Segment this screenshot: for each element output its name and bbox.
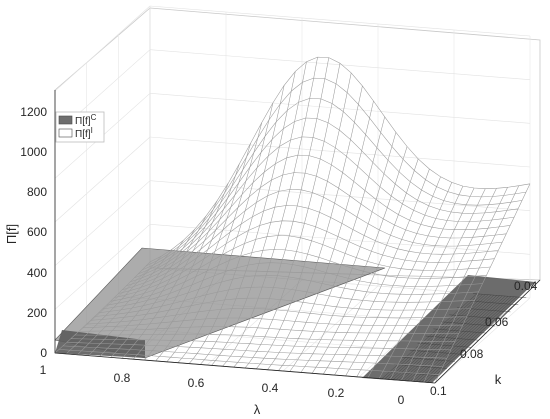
back-pane-right	[149, 7, 541, 281]
surface-mesh-line	[356, 182, 453, 377]
k-tick-label: 0.04	[514, 279, 538, 293]
surface-mesh-line	[233, 57, 330, 368]
legend-entry-i: Π[f]I	[75, 126, 93, 140]
z-tick-label: 200	[27, 306, 47, 320]
surface-mesh-line	[144, 163, 240, 361]
k-tick-label: 0.06	[485, 315, 509, 329]
z-gridline	[54, 224, 151, 310]
surface-mesh-line	[155, 143, 251, 362]
legend: Π[f]C Π[f]I	[55, 111, 105, 143]
z-tick-label: 800	[27, 185, 47, 199]
z-tick-label: 1000	[20, 145, 47, 159]
lambda-tick-label: 0.6	[188, 376, 205, 390]
surface-mesh-line	[311, 146, 408, 374]
surface-mesh-line	[99, 229, 195, 357]
surface-mesh-line	[121, 200, 218, 359]
surface-mesh-line	[132, 183, 229, 360]
surface-mesh-line	[412, 187, 508, 382]
z-gridline	[54, 136, 151, 223]
z-tick-label: 600	[27, 225, 47, 239]
surface-mesh-line	[390, 188, 486, 380]
surface-mesh-line	[222, 57, 318, 367]
z-gridline	[149, 180, 531, 211]
surface-mesh-line	[300, 132, 397, 373]
surface-mesh-line	[244, 63, 341, 369]
k-axis-line	[434, 279, 541, 384]
k-tick-labels: 0.04 0.06 0.08 0.1	[430, 279, 538, 398]
lambda-tick-label: 0.8	[114, 371, 131, 385]
surface-mesh-line	[289, 116, 385, 372]
floor-mesh-line	[472, 293, 527, 298]
lambda-tick-label: 0.2	[328, 386, 345, 400]
lambda-tick-labels: 1 0.8 0.6 0.4 0.2 0	[40, 363, 405, 407]
surface-mesh-line	[166, 122, 263, 362]
surface-mesh-line	[54, 261, 151, 354]
floor-mesh-line	[449, 314, 503, 320]
legend-swatch-i	[58, 128, 73, 138]
floor-mesh-line	[425, 335, 479, 341]
k-tick-label: 0.1	[430, 384, 447, 398]
lambda-axis-label: λ	[254, 402, 261, 417]
surface-mesh-line	[345, 176, 441, 377]
z-tick-label: 1200	[20, 105, 47, 119]
surface-mesh-line	[322, 158, 419, 375]
surface-mesh-line	[423, 185, 520, 383]
floor-mesh-line	[393, 364, 448, 369]
surface-mesh-line	[267, 85, 363, 370]
lambda-tick-label: 1	[40, 363, 47, 377]
legend-entry-c-base: Π[f]	[75, 116, 91, 127]
surface-mesh-line	[378, 187, 475, 379]
surface-mesh-line	[110, 216, 207, 358]
surface-mesh-line	[211, 61, 307, 366]
floor-mesh-line	[417, 342, 471, 348]
surface-mesh-line	[200, 71, 296, 365]
z-gridline	[54, 180, 151, 266]
z-gridline	[54, 5, 151, 92]
z-gridline	[149, 5, 531, 37]
legend-entry-i-sup: I	[91, 126, 93, 135]
floor-mesh-line	[441, 321, 495, 327]
z-tick-labels: 0 200 400 600 800 1000 1200	[20, 105, 47, 360]
z-tick-label: 0	[40, 346, 47, 360]
lambda-tick-label: 0	[398, 393, 405, 407]
surface-mesh-line	[66, 256, 162, 355]
z-gridline	[149, 136, 531, 168]
lambda-gridline	[434, 297, 531, 384]
surface-mesh-line	[88, 240, 184, 356]
legend-entry-i-base: Π[f]	[75, 129, 91, 140]
surface-mesh-line	[278, 100, 374, 371]
surface-mesh-line	[255, 72, 352, 370]
surface-mesh-line	[334, 168, 430, 376]
surface-mesh-line	[77, 248, 173, 355]
legend-entry-c-sup: C	[91, 113, 97, 122]
z-gridline	[149, 49, 531, 80]
legend-entry-c: Π[f]C	[75, 113, 97, 127]
lambda-tick-label: 0.4	[262, 381, 279, 395]
surface-mesh-line	[367, 185, 464, 378]
surface-mesh-line	[177, 102, 274, 363]
z-tick-label: 400	[27, 266, 47, 280]
floor-mesh-line	[401, 357, 455, 362]
surface-mesh-line	[401, 188, 497, 381]
z-axis-label: Π[f]	[4, 224, 19, 244]
floor-mesh-line	[409, 350, 463, 355]
surface-mesh-line	[188, 85, 285, 364]
legend-swatch-c	[58, 115, 73, 125]
k-tick-label: 0.08	[460, 347, 484, 361]
z-gridline	[149, 93, 531, 124]
k-axis-label: k	[495, 372, 502, 387]
surface-mesh-line	[434, 183, 531, 384]
lambda-axis-line	[54, 352, 436, 384]
surface-c-floor-right	[362, 275, 535, 383]
